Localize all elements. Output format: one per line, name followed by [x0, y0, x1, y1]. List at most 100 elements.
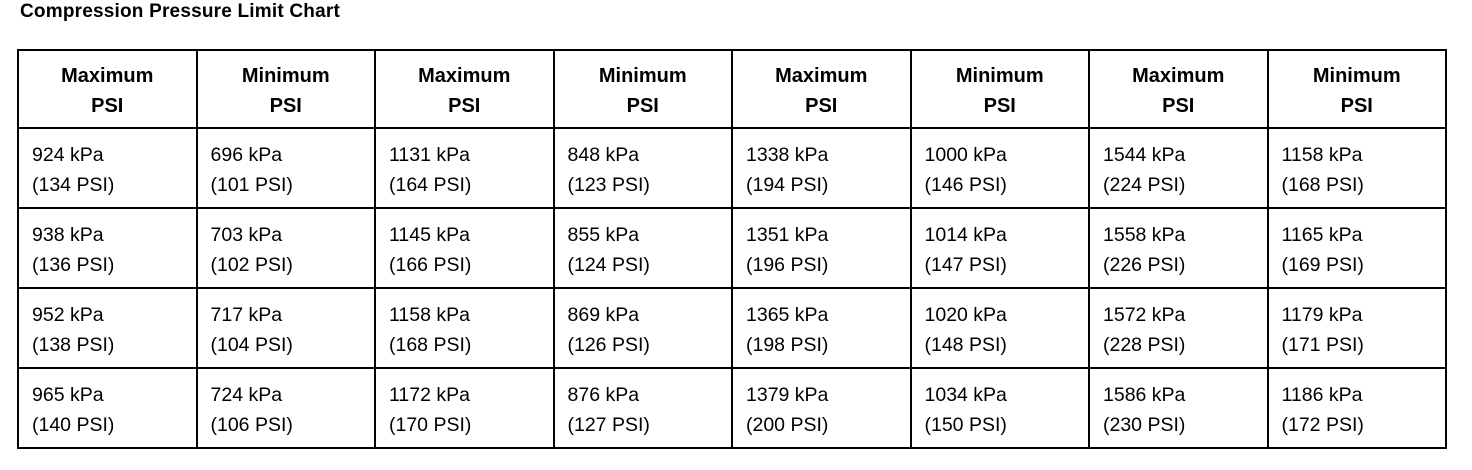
header-label: Maximum: [775, 65, 868, 87]
column-header: Minimum PSI: [1266, 49, 1447, 129]
kpa-value: 1158 kPa: [1281, 144, 1363, 166]
kpa-value: 965 kPa: [32, 384, 104, 406]
header-label: Minimum: [955, 65, 1044, 87]
psi-value: (168 PSI): [389, 334, 472, 356]
table-cell: 938 kPa (136 PSI): [17, 207, 198, 289]
psi-value: (228 PSI): [1103, 334, 1186, 356]
chart-title: Compression Pressure Limit Chart: [20, 1, 340, 22]
kpa-value: 1379 kPa: [746, 384, 829, 406]
header-unit: PSI: [1340, 95, 1373, 117]
table-cell: 1572 kPa (228 PSI): [1088, 287, 1269, 369]
header-label: Maximum: [1132, 65, 1225, 87]
compression-pressure-table: Maximum PSI Minimum PSI Maximum PSI Minimum PSI…: [17, 49, 1447, 449]
psi-value: (169 PSI): [1281, 254, 1364, 276]
kpa-value: 876 kPa: [567, 384, 640, 406]
table-cell: 1544 kPa (224 PSI): [1088, 127, 1269, 209]
psi-value: (134 PSI): [32, 174, 115, 196]
header-unit: PSI: [626, 95, 659, 117]
kpa-value: 1179 kPa: [1281, 304, 1363, 326]
psi-value: (127 PSI): [567, 414, 650, 436]
column-header: Maximum PSI: [1088, 49, 1269, 129]
kpa-value: 1034 kPa: [924, 384, 1007, 406]
header-label: Minimum: [598, 65, 687, 87]
kpa-value: 1365 kPa: [746, 304, 829, 326]
header-unit: PSI: [448, 95, 481, 117]
table-cell: 1034 kPa (150 PSI): [909, 367, 1090, 449]
table-cell: 848 kPa (123 PSI): [552, 127, 733, 209]
kpa-value: 1131 kPa: [389, 144, 470, 166]
kpa-value: 1558 kPa: [1103, 224, 1186, 246]
psi-value: (170 PSI): [389, 414, 472, 436]
table-cell: 1172 kPa (170 PSI): [374, 367, 555, 449]
kpa-value: 1000 kPa: [924, 144, 1007, 166]
kpa-value: 1145 kPa: [389, 224, 470, 246]
psi-value: (166 PSI): [389, 254, 472, 276]
kpa-value: 1186 kPa: [1281, 384, 1363, 406]
psi-value: (104 PSI): [210, 334, 293, 356]
kpa-value: 1158 kPa: [389, 304, 470, 326]
table-cell: 1351 kPa (196 PSI): [731, 207, 912, 289]
psi-value: (168 PSI): [1281, 174, 1364, 196]
header-row: Maximum PSI Minimum PSI Maximum PSI Minimum PSI…: [17, 49, 1447, 129]
psi-value: (102 PSI): [210, 254, 293, 276]
table-cell: 1014 kPa (147 PSI): [909, 207, 1090, 289]
kpa-value: 1165 kPa: [1281, 224, 1363, 246]
column-header: Maximum PSI: [374, 49, 555, 129]
table-row: 938 kPa (136 PSI) 703 kPa (102 PSI) 1145 kPa…: [17, 207, 1447, 289]
kpa-value: 1544 kPa: [1103, 144, 1186, 166]
header-unit: PSI: [91, 95, 124, 117]
table-cell: 965 kPa (140 PSI): [17, 367, 198, 449]
kpa-value: 938 kPa: [32, 224, 104, 246]
psi-value: (230 PSI): [1103, 414, 1186, 436]
psi-value: (136 PSI): [32, 254, 115, 276]
header-unit: PSI: [1162, 95, 1195, 117]
psi-value: (164 PSI): [389, 174, 472, 196]
psi-value: (147 PSI): [924, 254, 1007, 276]
table-cell: 1179 kPa (171 PSI): [1266, 287, 1447, 369]
psi-value: (198 PSI): [746, 334, 829, 356]
kpa-value: 717 kPa: [210, 304, 283, 326]
column-header: Maximum PSI: [17, 49, 198, 129]
psi-value: (138 PSI): [32, 334, 115, 356]
psi-value: (172 PSI): [1281, 414, 1364, 436]
psi-value: (194 PSI): [746, 174, 829, 196]
table-cell: 717 kPa (104 PSI): [195, 287, 376, 369]
kpa-value: 924 kPa: [32, 144, 104, 166]
kpa-value: 848 kPa: [567, 144, 640, 166]
psi-value: (196 PSI): [746, 254, 829, 276]
table-cell: 1586 kPa (230 PSI): [1088, 367, 1269, 449]
column-header: Minimum PSI: [195, 49, 376, 129]
table-cell: 876 kPa (127 PSI): [552, 367, 733, 449]
header-label: Minimum: [241, 65, 330, 87]
header-unit: PSI: [269, 95, 302, 117]
psi-value: (123 PSI): [567, 174, 650, 196]
psi-value: (224 PSI): [1103, 174, 1186, 196]
psi-value: (226 PSI): [1103, 254, 1186, 276]
psi-value: (106 PSI): [210, 414, 293, 436]
header-unit: PSI: [983, 95, 1016, 117]
table-cell: 1165 kPa (169 PSI): [1266, 207, 1447, 289]
table-row: 965 kPa (140 PSI) 724 kPa (106 PSI) 1172 kPa…: [17, 367, 1447, 449]
table-cell: 696 kPa (101 PSI): [195, 127, 376, 209]
table-cell: 703 kPa (102 PSI): [195, 207, 376, 289]
kpa-value: 1014 kPa: [924, 224, 1007, 246]
table-cell: 1558 kPa (226 PSI): [1088, 207, 1269, 289]
table-cell: 1020 kPa (148 PSI): [909, 287, 1090, 369]
table-cell: 1000 kPa (146 PSI): [909, 127, 1090, 209]
psi-value: (150 PSI): [924, 414, 1007, 436]
kpa-value: 696 kPa: [210, 144, 283, 166]
kpa-value: 952 kPa: [32, 304, 104, 326]
column-header: Minimum PSI: [552, 49, 733, 129]
table-row: 924 kPa (134 PSI) 696 kPa (101 PSI) 1131 kPa…: [17, 127, 1447, 209]
table-cell: 869 kPa (126 PSI): [552, 287, 733, 369]
kpa-value: 1020 kPa: [924, 304, 1007, 326]
kpa-value: 724 kPa: [210, 384, 283, 406]
psi-value: (101 PSI): [210, 174, 293, 196]
table-cell: 1131 kPa (164 PSI): [374, 127, 555, 209]
table-cell: 1158 kPa (168 PSI): [1266, 127, 1447, 209]
table-cell: 1145 kPa (166 PSI): [374, 207, 555, 289]
kpa-value: 1172 kPa: [389, 384, 470, 406]
psi-value: (124 PSI): [567, 254, 650, 276]
header-label: Minimum: [1312, 65, 1401, 87]
header-label: Maximum: [61, 65, 154, 87]
